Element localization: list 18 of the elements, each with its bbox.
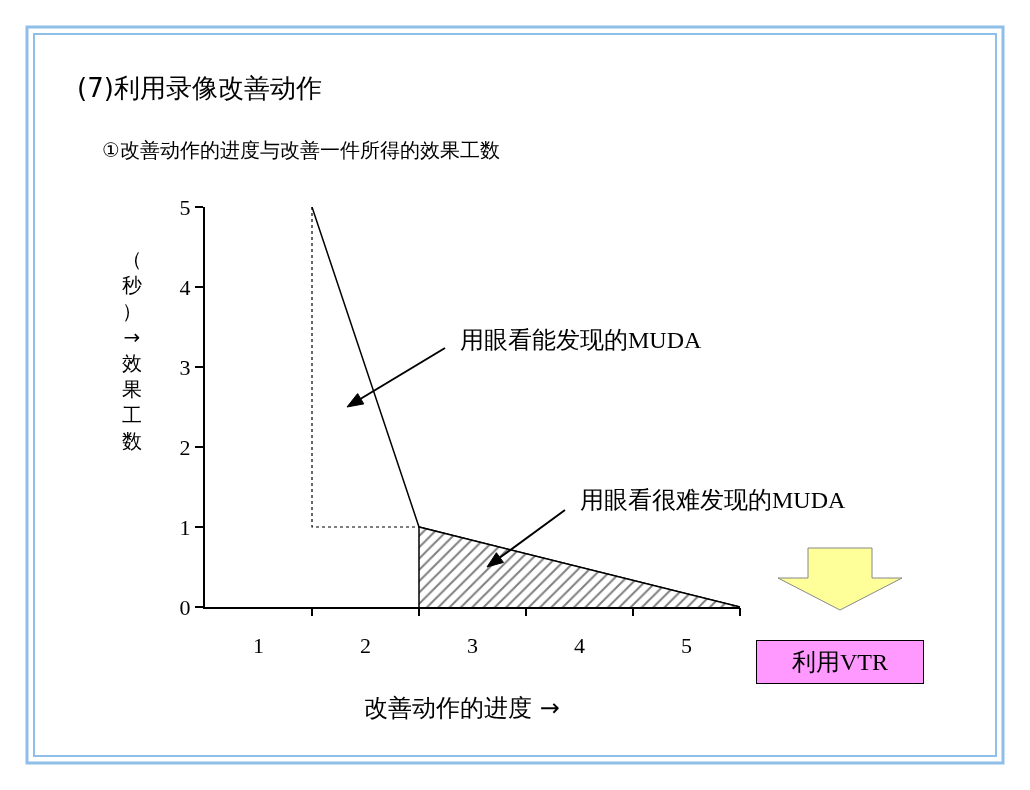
annotation: 用眼看很难发现的MUDA [580, 487, 846, 513]
y-tick-label: 4 [179, 274, 191, 300]
y-axis-title: （秒）→效果工数 [122, 247, 142, 453]
y-tick-label: 0 [179, 594, 191, 620]
x-tick-label: 4 [574, 633, 585, 659]
chart-title: (7)利用录像改善动作 [77, 73, 322, 103]
x-tick-label: 5 [681, 633, 692, 659]
y-tick-label: 1 [179, 514, 191, 540]
x-tick-label: 3 [467, 633, 478, 659]
annotation: 用眼看能发现的MUDA [460, 327, 702, 353]
y-tick-label: 5 [179, 194, 191, 220]
text: 利用VTR [792, 649, 888, 675]
x-axis-title: 改善动作的进度 → [364, 694, 560, 722]
y-tick-label: 3 [179, 354, 191, 380]
x-tick-label: 2 [360, 633, 371, 659]
x-tick-label: 1 [253, 633, 264, 659]
y-tick-label: 2 [179, 434, 191, 460]
chart-subtitle: ①改善动作的进度与改善一件所得的效果工数 [102, 138, 500, 162]
